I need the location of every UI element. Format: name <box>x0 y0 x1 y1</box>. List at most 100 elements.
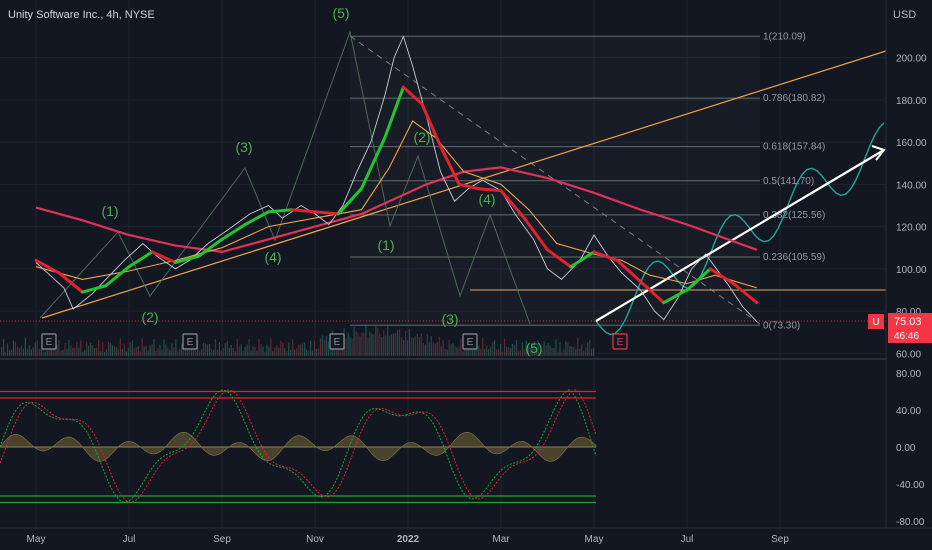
volume-bar <box>66 349 68 356</box>
volume-bar <box>579 348 581 356</box>
earnings-badge-letter: E <box>617 337 624 348</box>
volume-bar <box>220 350 222 356</box>
volume-bar <box>347 332 349 356</box>
volume-bar <box>179 348 181 356</box>
volume-bar <box>501 351 504 356</box>
oscillator-axis[interactable]: 80.00 40.00 0.00 -40.00 -80.00 <box>896 369 925 528</box>
currency-label[interactable]: USD <box>893 9 916 21</box>
volume-bar <box>290 349 292 356</box>
osc-histogram <box>0 431 597 462</box>
volume-bar <box>565 341 567 356</box>
volume-bar <box>545 345 547 356</box>
elliott-wave-outline[interactable] <box>39 30 531 325</box>
volume-bar <box>12 340 15 356</box>
volume-bar <box>56 344 58 356</box>
volume-bar <box>153 339 155 356</box>
fib-retracement[interactable]: 1(210.09) 0.786(180.82) 0.618(157.84) 0.5(1… <box>350 31 825 331</box>
volume-bar <box>204 343 207 356</box>
earnings-badge-letter: E <box>334 337 341 348</box>
volume-bar <box>109 342 112 356</box>
earnings-badge[interactable]: E <box>182 333 198 350</box>
volume-bar <box>199 350 201 356</box>
volume-bar <box>440 346 442 356</box>
volume-bar <box>86 341 88 356</box>
volume-bar <box>414 336 417 356</box>
earnings-badge[interactable]: E <box>462 333 478 350</box>
volume-bar <box>416 333 418 356</box>
volume-bar <box>40 349 42 356</box>
earnings-badge-letter: E <box>187 337 194 348</box>
volume-bar <box>529 347 531 356</box>
fast-ema-segment <box>336 187 363 216</box>
osc-tick-label: 40.00 <box>896 406 921 417</box>
volume-bar <box>301 343 304 356</box>
volume-bar <box>567 342 569 356</box>
volume-bar <box>111 345 114 356</box>
fast-ema-segment <box>220 222 247 241</box>
time-tick-label: Nov <box>306 534 324 545</box>
volume-bar <box>517 350 519 356</box>
volume-bar <box>327 341 329 356</box>
wave-label: (4) <box>264 249 281 265</box>
volume-bar <box>428 341 430 356</box>
projection-arrow[interactable] <box>595 149 885 322</box>
fib-level-label: 1(210.09) <box>763 31 806 42</box>
volume-bar <box>218 342 220 356</box>
fast-ema-segment <box>174 254 201 265</box>
volume-bar <box>303 342 306 356</box>
volume-bar <box>62 349 64 356</box>
volume-bar <box>454 346 456 356</box>
volume-bar <box>391 333 393 356</box>
volume-bar <box>238 346 240 356</box>
earnings-badge[interactable]: E <box>41 333 57 350</box>
time-tick-label: May <box>27 534 46 545</box>
volume-bar <box>266 344 268 356</box>
volume-bar <box>509 347 512 356</box>
volume-bar <box>187 343 189 356</box>
volume-bar <box>404 330 407 356</box>
fast-ema-segment <box>732 282 759 305</box>
volume-bar <box>375 326 377 356</box>
volume-bar <box>519 350 521 356</box>
volume-bar <box>280 340 282 356</box>
volume-bar <box>52 348 54 356</box>
volume-bar <box>48 346 50 356</box>
volume-bar <box>129 342 131 356</box>
chart-title: Unity Software Inc., 4h, NYSE <box>8 9 155 21</box>
volume-bar <box>543 341 545 356</box>
projection-wave-path[interactable] <box>595 122 885 336</box>
symbol-badge: U <box>872 317 879 328</box>
price-axis[interactable]: 200.00 180.00 160.00 140.00 120.00 100.00 80.0… <box>896 54 927 361</box>
volume-bar <box>448 339 450 356</box>
volume-bar <box>139 351 141 356</box>
time-tick-label: Jul <box>123 534 136 545</box>
time-tick-label: Mar <box>492 534 510 545</box>
earnings-badge[interactable]: E <box>329 333 345 350</box>
earnings-badge[interactable]: E <box>612 333 628 350</box>
volume-bar <box>274 347 276 356</box>
volume-bar <box>258 339 260 356</box>
volume-bar <box>432 342 434 356</box>
bar-countdown: 46:46 <box>894 331 919 342</box>
volume-bar <box>216 349 219 356</box>
volume-bar <box>361 332 363 356</box>
volume-bar <box>22 348 24 356</box>
earnings-badge-letter: E <box>467 337 474 348</box>
volume-bar <box>434 343 436 356</box>
volume-bar <box>456 347 458 356</box>
volume-bar <box>539 351 541 356</box>
wave-label: (3) <box>235 139 252 155</box>
volume-bar <box>365 324 367 356</box>
time-axis[interactable]: May Jul Sep Nov 2022 Mar May Jul Sep <box>27 534 790 545</box>
oscillator-pane[interactable] <box>0 389 597 504</box>
fast-ema-segment <box>439 144 461 186</box>
volume-bar <box>402 339 405 356</box>
fast-ema-segment <box>34 258 61 275</box>
volume-bar <box>533 341 535 356</box>
price-tick-label: 200.00 <box>896 54 927 65</box>
volume-bar <box>105 349 108 356</box>
volume-bar <box>113 345 116 356</box>
